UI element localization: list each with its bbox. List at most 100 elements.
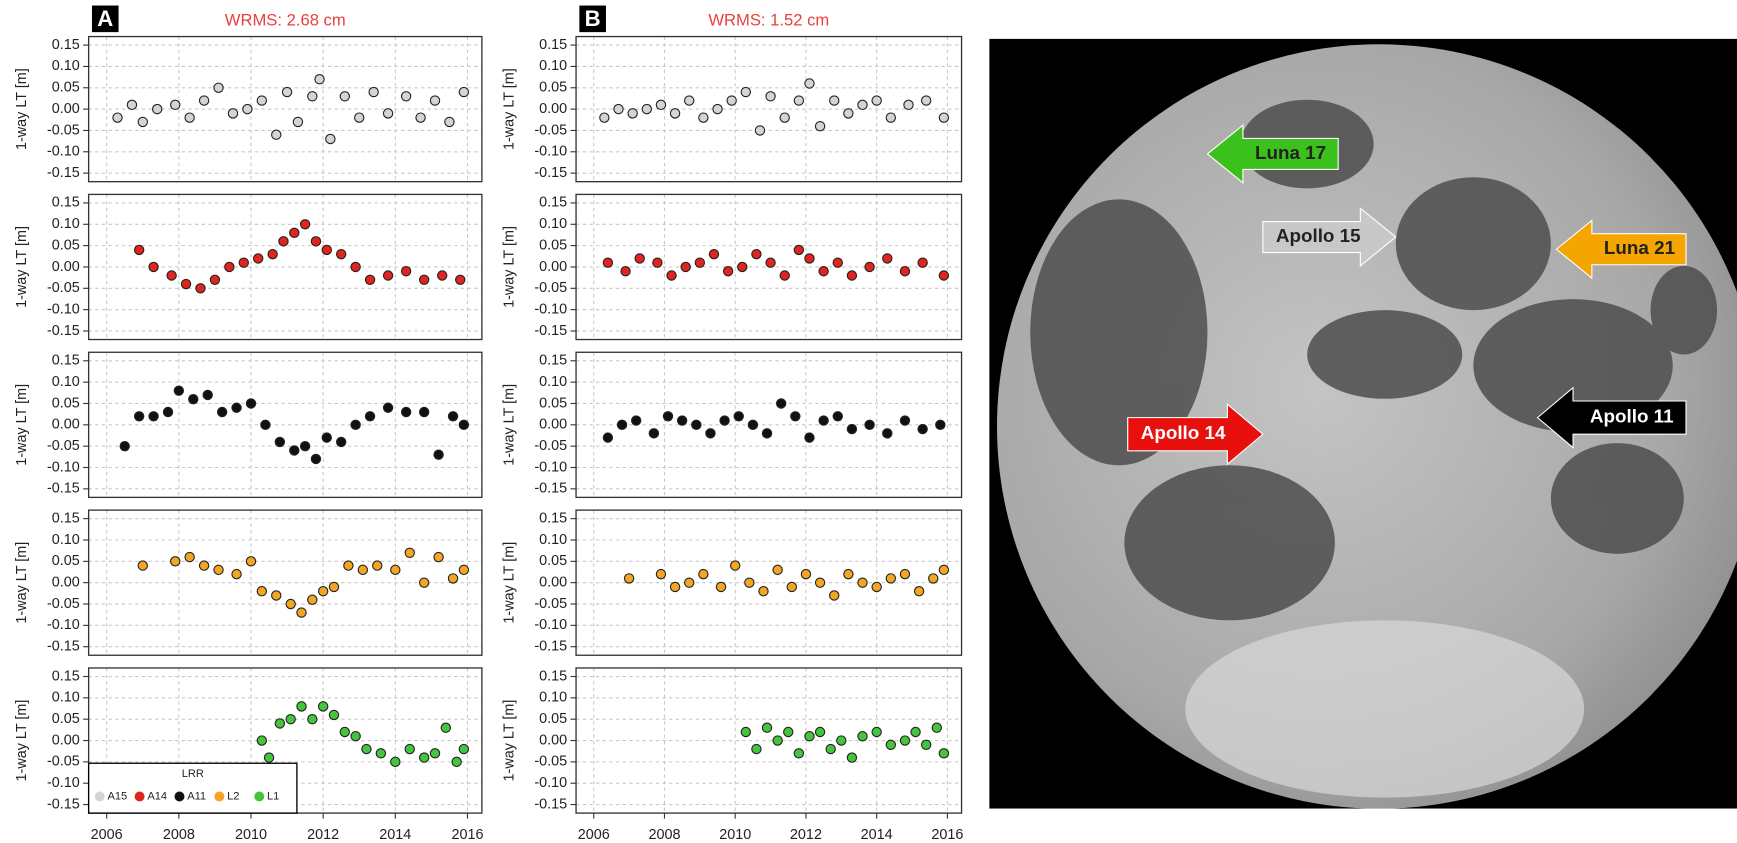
point	[784, 727, 793, 736]
legend-label: L1	[267, 790, 279, 802]
point	[456, 275, 465, 284]
y-tick-label: 0.05	[52, 80, 80, 96]
panel: 2006200820102012201420160.150.100.050.00…	[14, 668, 483, 843]
y-tick-label: 0.00	[52, 417, 80, 433]
point	[752, 744, 761, 753]
point	[272, 591, 281, 600]
point	[706, 429, 715, 438]
point	[286, 715, 295, 724]
point	[656, 569, 665, 578]
point	[780, 271, 789, 280]
highlands	[1185, 620, 1584, 797]
y-tick-label: 0.00	[539, 574, 567, 590]
y-tick-label: 0.10	[52, 374, 80, 390]
point	[199, 96, 208, 105]
point	[815, 578, 824, 587]
y-tick-label: 0.05	[52, 395, 80, 411]
point	[315, 75, 324, 84]
panel-letter: B	[585, 6, 601, 31]
point	[844, 109, 853, 118]
arrow-label: Luna 17	[1255, 142, 1326, 163]
point	[120, 442, 129, 451]
point	[738, 262, 747, 271]
point	[337, 437, 346, 446]
point	[731, 561, 740, 570]
point	[939, 113, 948, 122]
point	[805, 433, 814, 442]
point	[459, 744, 468, 753]
point	[181, 279, 190, 288]
point	[805, 254, 814, 263]
y-tick-label: -0.05	[47, 438, 80, 454]
y-tick-label: -0.05	[47, 122, 80, 138]
x-tick-label: 2010	[719, 827, 751, 843]
y-tick-label: 0.10	[52, 216, 80, 232]
legend-label: A14	[147, 790, 167, 802]
y-tick-label: 0.05	[52, 711, 80, 727]
chart-title: WRMS: 1.52 cm	[708, 10, 829, 29]
point	[723, 267, 732, 276]
y-tick-label: 0.10	[52, 58, 80, 74]
y-axis-label: 1-way LT [m]	[14, 542, 30, 624]
point	[203, 390, 212, 399]
point	[261, 420, 270, 429]
y-tick-label: -0.10	[47, 144, 80, 160]
point	[293, 117, 302, 126]
point	[801, 569, 810, 578]
y-tick-label: -0.05	[47, 596, 80, 612]
panel: 0.150.100.050.00-0.05-0.10-0.151-way LT …	[501, 352, 961, 497]
point	[318, 702, 327, 711]
legend-label: L2	[227, 790, 239, 802]
point	[716, 582, 725, 591]
point	[282, 87, 291, 96]
y-tick-label: 0.05	[539, 553, 567, 569]
point	[865, 262, 874, 271]
point	[939, 565, 948, 574]
point	[787, 582, 796, 591]
point	[847, 271, 856, 280]
y-tick-label: 0.05	[539, 80, 567, 96]
y-tick-label: 0.00	[539, 417, 567, 433]
point	[232, 403, 241, 412]
x-tick-label: 2016	[931, 827, 963, 843]
arrow-label: Luna 21	[1604, 237, 1675, 258]
point	[780, 113, 789, 122]
panel: 0.150.100.050.00-0.05-0.10-0.151-way LT …	[501, 510, 961, 655]
point	[794, 749, 803, 758]
y-tick-label: -0.10	[47, 775, 80, 791]
point	[329, 582, 338, 591]
panel: 0.150.100.050.00-0.05-0.10-0.151-way LT …	[14, 6, 482, 182]
point	[900, 736, 909, 745]
point	[297, 608, 306, 617]
point	[900, 569, 909, 578]
point	[922, 740, 931, 749]
point	[766, 258, 775, 267]
point	[344, 561, 353, 570]
point	[777, 399, 786, 408]
panel: 0.150.100.050.00-0.05-0.10-0.151-way LT …	[14, 510, 482, 655]
y-tick-label: 0.10	[52, 532, 80, 548]
point	[351, 420, 360, 429]
point	[766, 92, 775, 101]
point	[134, 245, 143, 254]
y-tick-label: -0.15	[534, 165, 567, 181]
point	[264, 753, 273, 762]
y-tick-label: -0.15	[47, 638, 80, 654]
point	[401, 92, 410, 101]
arrow-label: Apollo 14	[1141, 422, 1226, 443]
point	[441, 723, 450, 732]
point	[632, 416, 641, 425]
point	[656, 100, 665, 109]
arrow-label: Apollo 15	[1276, 225, 1361, 246]
point	[459, 87, 468, 96]
point	[826, 744, 835, 753]
point	[214, 83, 223, 92]
y-tick-label: 0.15	[539, 195, 567, 211]
point	[830, 96, 839, 105]
point	[922, 96, 931, 105]
arrow-label: Apollo 11	[1590, 406, 1674, 427]
legend-label: A11	[187, 790, 206, 802]
y-tick-label: -0.10	[534, 459, 567, 475]
point	[149, 262, 158, 271]
point	[727, 96, 736, 105]
